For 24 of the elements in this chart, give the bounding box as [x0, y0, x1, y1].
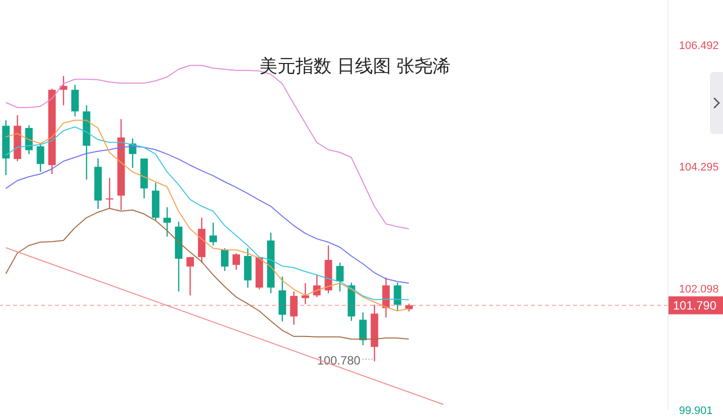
- candlestick: [60, 75, 68, 106]
- candlestick: [186, 256, 194, 296]
- line-series: [5, 208, 410, 340]
- text: 美元指数 日线图 张尧浠: [258, 55, 452, 78]
- candlestick: [106, 177, 114, 210]
- candlestick: [290, 290, 298, 326]
- candlestick: [163, 206, 171, 238]
- candlestick: [209, 222, 217, 246]
- y-tick-label: 99.901: [679, 405, 713, 417]
- candlestick: [336, 262, 344, 292]
- candlestick: [359, 312, 367, 346]
- candlestick: [221, 248, 228, 272]
- candlestick: [313, 274, 321, 298]
- y-tick-label: 106.492: [679, 40, 719, 52]
- candlestick: [394, 282, 402, 312]
- candlestick: [232, 252, 240, 270]
- candlestick: [71, 84, 79, 117]
- y-tick-label: 102.098: [679, 283, 719, 296]
- ref-line-label: 101.790: [673, 298, 717, 312]
- candlestick: [25, 124, 33, 155]
- annotation: 100.780: [317, 353, 361, 368]
- candlestick: [36, 142, 44, 172]
- y-tick-label: 104.295: [679, 162, 719, 174]
- candlestick: [382, 277, 390, 318]
